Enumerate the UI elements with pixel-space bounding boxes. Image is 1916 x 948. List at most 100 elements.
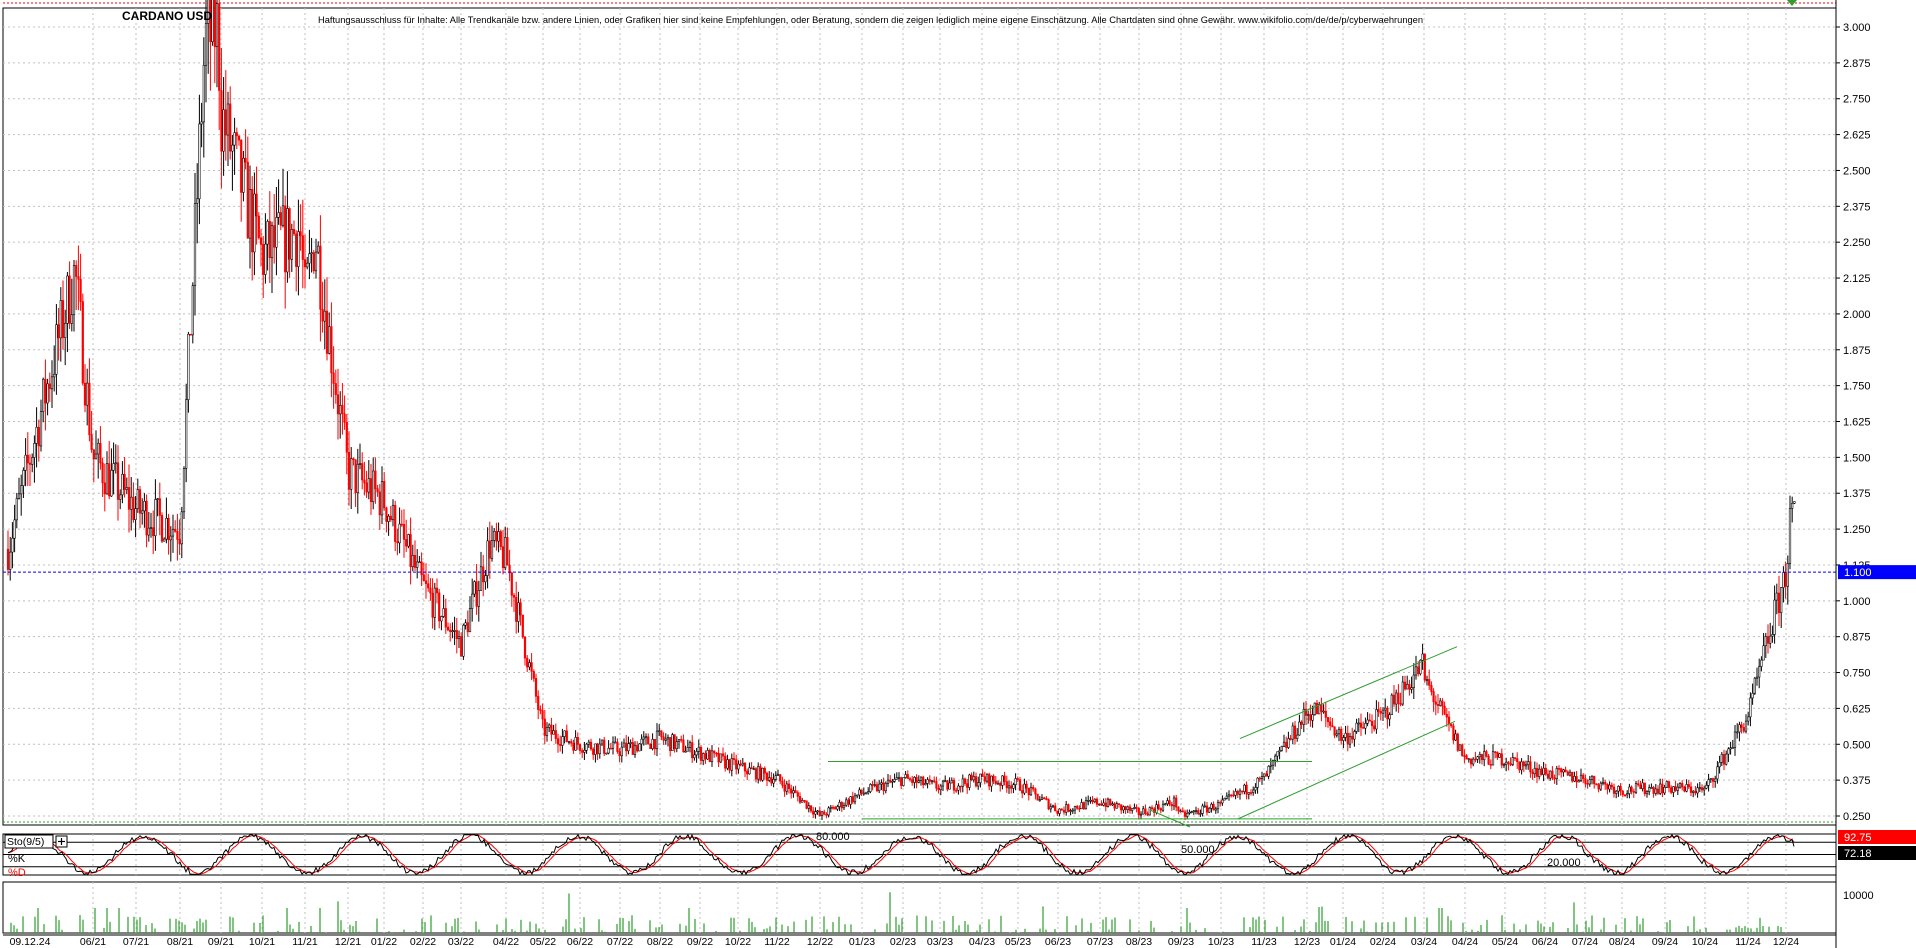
candle [165, 497, 168, 544]
candle [413, 540, 417, 572]
candle [251, 176, 254, 281]
candle [1687, 780, 1690, 790]
x-tick-label: 11/21 [292, 936, 318, 948]
candle [774, 771, 777, 782]
candle [1359, 713, 1363, 736]
candle [952, 777, 956, 794]
candle [1584, 774, 1587, 788]
candle [248, 165, 252, 269]
candle [1104, 798, 1107, 812]
candle [530, 653, 533, 681]
candle [519, 598, 522, 626]
candle [1762, 633, 1765, 661]
candle [1296, 728, 1299, 742]
candle [706, 747, 709, 760]
candle [1421, 643, 1424, 670]
candle [1676, 783, 1679, 796]
candle [578, 743, 582, 755]
candle [669, 737, 672, 757]
candle [900, 776, 903, 790]
candle [1320, 697, 1323, 722]
candle [218, 0, 221, 131]
candle [1775, 583, 1778, 615]
candle [1234, 788, 1237, 800]
stochastic-level-50: 50.000 [1181, 844, 1215, 856]
candle [1120, 804, 1123, 814]
candle [1540, 766, 1543, 776]
candle [105, 451, 109, 495]
stochastic-d-value: 72.18 [1844, 848, 1872, 860]
candle [138, 485, 142, 529]
candle [592, 747, 595, 760]
candle [1302, 702, 1305, 733]
candle [1082, 801, 1085, 811]
candle [1276, 751, 1279, 763]
candle [343, 395, 346, 430]
candle [312, 250, 315, 274]
candle [213, 0, 216, 84]
price-tick-label: 2.625 [1843, 130, 1871, 142]
candle [211, 0, 214, 46]
candle [1084, 796, 1088, 810]
stochastic-d-label: %D [8, 867, 26, 879]
candle [387, 514, 390, 536]
candle [1729, 741, 1732, 755]
candle [763, 766, 766, 780]
candle [389, 505, 392, 522]
trendline [1237, 720, 1456, 820]
candle [1441, 698, 1444, 716]
candle [1392, 684, 1396, 708]
x-tick-label: 07/21 [123, 936, 149, 948]
price-tick-label: 3.000 [1843, 22, 1871, 34]
candle [1199, 809, 1202, 817]
candle [1604, 779, 1607, 790]
candle [15, 492, 18, 529]
candle [908, 776, 912, 782]
candle [1476, 755, 1479, 764]
x-tick-label: 06/22 [567, 936, 593, 948]
candle [805, 800, 808, 810]
price-tick-label: 1.750 [1843, 381, 1871, 393]
candle [1683, 785, 1686, 793]
candle [699, 745, 703, 765]
price-tick-label: 1.875 [1843, 345, 1871, 357]
candle [545, 722, 549, 742]
candle [647, 733, 650, 745]
candle [488, 521, 491, 579]
candle [1329, 716, 1332, 731]
candle [1025, 780, 1028, 793]
candle [1711, 777, 1715, 788]
candle [917, 775, 920, 784]
candle [352, 457, 355, 466]
candle [1157, 800, 1160, 811]
candle [1529, 755, 1532, 778]
candle [1606, 783, 1609, 795]
candle [259, 229, 263, 267]
candle [1731, 739, 1734, 749]
candle [354, 459, 357, 507]
candle [1324, 702, 1327, 728]
x-tick-label: 11/23 [1251, 936, 1277, 948]
candle [809, 805, 813, 813]
candle [1364, 717, 1367, 735]
candle [1395, 689, 1398, 712]
expand-icon[interactable] [55, 835, 68, 848]
candle [992, 774, 995, 785]
candle [48, 372, 51, 402]
candle [1003, 771, 1006, 786]
candle [1032, 784, 1035, 792]
candle [68, 261, 71, 329]
candle [1562, 768, 1565, 777]
candle [253, 172, 256, 276]
candle [565, 724, 568, 743]
candle [554, 723, 557, 744]
x-tick-label: 09/22 [687, 936, 713, 948]
candle [510, 571, 513, 607]
candle [1579, 768, 1583, 782]
candle [816, 809, 819, 815]
candle [600, 739, 604, 747]
candle [1186, 809, 1189, 820]
candle [537, 690, 540, 720]
candle [1582, 773, 1585, 784]
candle [1170, 801, 1173, 811]
